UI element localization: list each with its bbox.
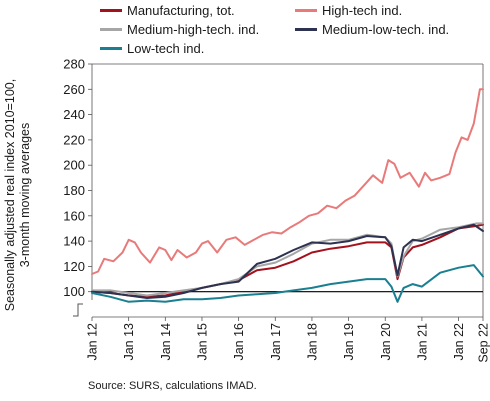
y-axis-title-line1: Seasonally adjusted real index 2010=100, — [3, 78, 17, 312]
legend-item-low-tech: Low-tech ind. — [100, 41, 204, 56]
series-line-low-tech-ind — [91, 264, 484, 303]
x-tick-label: Jan 18 — [305, 323, 319, 361]
legend-label-medium-high-tech: Medium-high-tech. ind. — [127, 22, 260, 37]
series-line-medium-high-tech-ind — [91, 222, 484, 297]
y-axis-title-line2: 3-month moving averages — [18, 122, 32, 268]
legend-swatch-low-tech — [100, 47, 122, 50]
y-tick-label: 260 — [63, 82, 85, 97]
legend-swatch-high-tech — [295, 9, 317, 12]
x-tick-label: Jan 20 — [379, 323, 393, 361]
y-tick-label: 160 — [63, 208, 85, 223]
legend-label-medium-low-tech: Medium-low-tech. ind. — [322, 22, 450, 37]
legend-swatch-medium-high-tech — [100, 28, 122, 31]
legend-item-high-tech: High-tech ind. — [295, 3, 402, 18]
x-tick-label: Jan 12 — [86, 323, 100, 361]
x-tick-label: Jan 13 — [122, 323, 136, 361]
y-tick-label: 120 — [63, 259, 85, 274]
y-tick-label: 180 — [63, 183, 85, 198]
legend-swatch-manufacturing — [100, 9, 122, 12]
x-tick-label: Sep 22 — [477, 323, 490, 363]
series-line-manufacturing-tot — [91, 223, 484, 298]
x-tick-label: Jan 21 — [415, 323, 429, 361]
legend-swatch-medium-low-tech — [295, 28, 317, 31]
legend-label-manufacturing: Manufacturing, tot. — [127, 3, 235, 18]
legend-item-medium-high-tech: Medium-high-tech. ind. — [100, 22, 259, 37]
x-tick-label: Jan 17 — [269, 323, 283, 361]
series-line-high-tech-ind — [91, 88, 484, 275]
legend-item-medium-low-tech: Medium-low-tech. ind. — [295, 22, 449, 37]
y-tick-label: 100 — [63, 284, 85, 299]
x-tick-label: Jan 16 — [232, 323, 246, 361]
legend-label-low-tech: Low-tech ind. — [127, 41, 205, 56]
x-tick-label: Jan 19 — [342, 323, 356, 361]
y-tick-label: 240 — [63, 107, 85, 122]
legend-item-manufacturing: Manufacturing, tot. — [100, 3, 235, 18]
x-tick-label: Jan 14 — [159, 323, 173, 361]
source-note: Source: SURS, calculations IMAD. — [88, 380, 257, 392]
x-tick-label: Jan 22 — [452, 323, 466, 361]
legend-label-high-tech: High-tech ind. — [322, 3, 403, 18]
y-tick-label: 200 — [63, 158, 85, 173]
axis-break-marker — [73, 303, 83, 317]
y-tick-label: 140 — [63, 234, 85, 249]
y-tick-label: 220 — [63, 132, 85, 147]
series-line-medium-low-tech-ind — [91, 223, 484, 299]
y-axis-title: Seasonally adjusted real index 2010=100,… — [3, 45, 33, 345]
y-tick-label: 280 — [63, 57, 85, 72]
chart-legend: Manufacturing, tot. High-tech ind. Mediu… — [0, 0, 490, 60]
x-tick-label: Jan 15 — [195, 323, 209, 361]
